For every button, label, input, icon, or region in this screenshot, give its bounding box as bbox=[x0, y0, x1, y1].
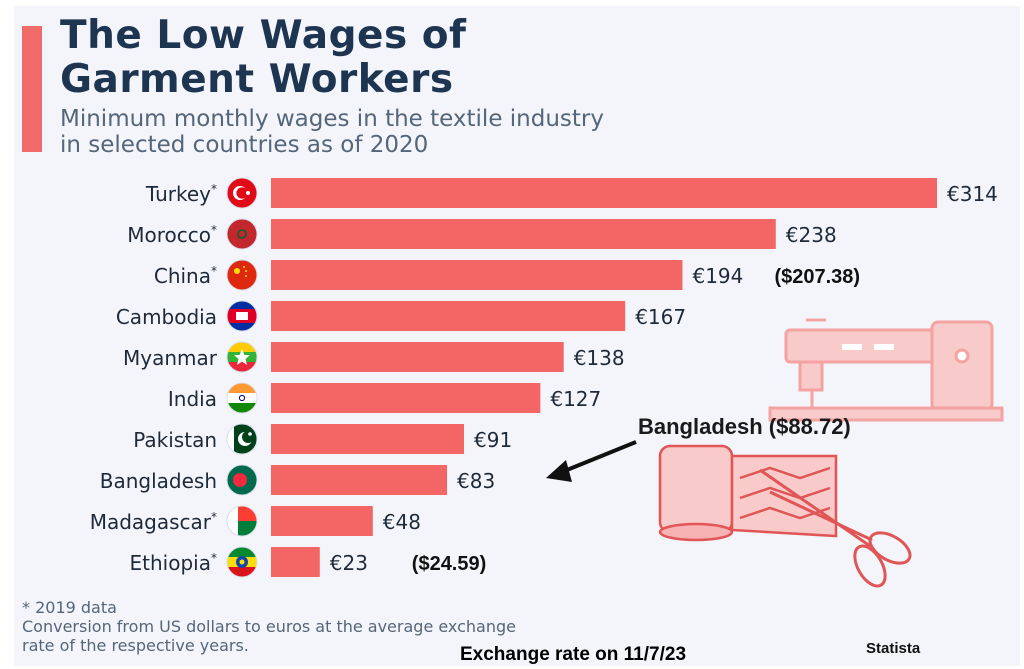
accent-bar bbox=[22, 26, 42, 152]
category-label-5: India bbox=[168, 387, 217, 411]
value-label-3: €167 bbox=[635, 305, 686, 329]
bar-5 bbox=[271, 383, 541, 413]
category-label-0: Turkey* bbox=[145, 182, 217, 206]
value-label-4: €138 bbox=[574, 346, 625, 370]
myanmar-flag-icon bbox=[226, 341, 258, 373]
bar-2 bbox=[271, 260, 683, 290]
fabric-roll-icon bbox=[658, 444, 838, 542]
usd-annotation-9: ($24.59) bbox=[412, 553, 487, 575]
pakistan-flag-icon bbox=[226, 423, 258, 455]
source-label: Statista bbox=[866, 640, 921, 657]
usd-annotation-2: ($207.38) bbox=[774, 266, 860, 288]
value-label-6: €91 bbox=[474, 428, 512, 452]
value-label-9: €23 bbox=[330, 551, 368, 575]
value-label-1: €238 bbox=[786, 223, 837, 247]
bar-3 bbox=[271, 301, 626, 331]
footnote-2019: * 2019 data bbox=[22, 598, 117, 617]
bar-1 bbox=[271, 219, 776, 249]
bar-9 bbox=[271, 547, 320, 577]
scissors-icon bbox=[759, 468, 912, 588]
chart-title: The Low Wages of Garment Workers bbox=[60, 13, 467, 102]
value-label-5: €127 bbox=[550, 387, 601, 411]
exchange-rate-note: Exchange rate on 11/7/23 bbox=[460, 644, 687, 665]
morocco-flag-icon bbox=[226, 218, 258, 250]
bangladesh-flag-icon bbox=[226, 464, 258, 496]
category-label-4: Myanmar bbox=[123, 346, 218, 370]
india-flag-icon bbox=[226, 382, 258, 414]
arrow-icon bbox=[546, 440, 637, 482]
value-label-8: €48 bbox=[383, 510, 421, 534]
value-label-7: €83 bbox=[457, 469, 495, 493]
madagascar-flag-icon bbox=[226, 505, 258, 537]
category-label-6: Pakistan bbox=[133, 428, 217, 452]
bangladesh-callout: Bangladesh ($88.72) bbox=[638, 414, 851, 439]
cambodia-flag-icon bbox=[226, 300, 258, 332]
category-label-7: Bangladesh bbox=[100, 469, 217, 493]
value-label-0: €314 bbox=[947, 182, 998, 206]
turkey-flag-icon bbox=[226, 177, 258, 209]
category-label-3: Cambodia bbox=[116, 305, 217, 329]
bar-4 bbox=[271, 342, 564, 372]
category-label-9: Ethiopia* bbox=[130, 551, 217, 575]
china-flag-icon bbox=[226, 259, 258, 291]
chart-subtitle: Minimum monthly wages in the textile ind… bbox=[60, 106, 604, 158]
bar-0 bbox=[271, 178, 937, 208]
bar-7 bbox=[271, 465, 448, 495]
footnote-conversion-2: rate of the respective years. bbox=[22, 636, 249, 655]
footnote: * 2019 data Conversion from US dollars t… bbox=[22, 598, 802, 655]
category-label-2: China* bbox=[154, 264, 217, 288]
category-label-8: Madagascar* bbox=[90, 510, 217, 534]
footnote-conversion: Conversion from US dollars to euros at t… bbox=[22, 617, 516, 636]
sewing-machine-icon bbox=[768, 318, 1004, 422]
bar-6 bbox=[271, 424, 465, 454]
bar-8 bbox=[271, 506, 373, 536]
value-label-2: €194 bbox=[692, 264, 743, 288]
ethiopia-flag-icon bbox=[226, 546, 258, 578]
category-label-1: Morocco* bbox=[127, 223, 217, 247]
